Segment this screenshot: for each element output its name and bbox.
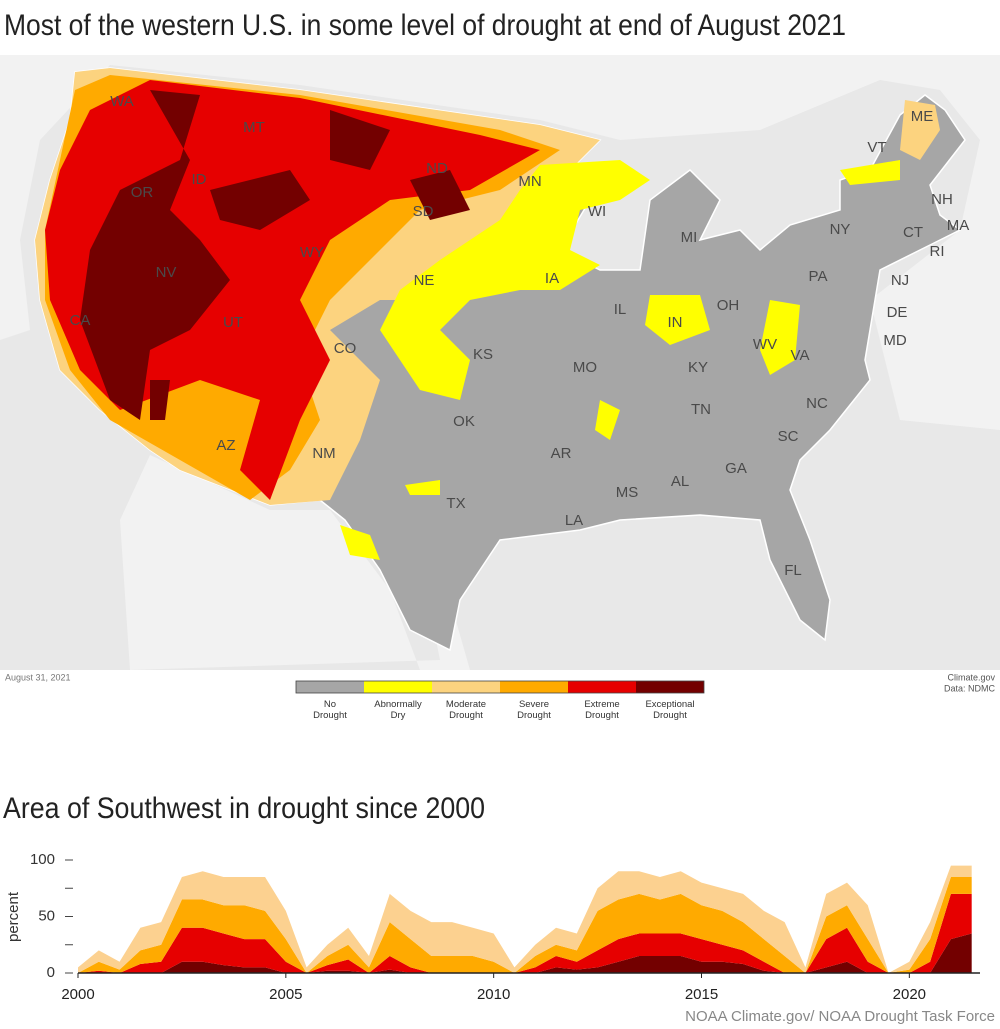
legend-label: Extreme Drought	[584, 699, 619, 721]
x-tick-label: 2015	[685, 986, 718, 1003]
state-label: IL	[614, 301, 627, 318]
chart-title: Area of Southwest in drought since 2000	[3, 792, 485, 825]
legend-swatch	[296, 681, 364, 693]
legend-frame	[295, 680, 705, 694]
state-label: OH	[717, 297, 740, 314]
state-label: WI	[588, 203, 606, 220]
x-tick-label: 2010	[477, 986, 510, 1003]
state-label: LA	[565, 512, 583, 529]
x-tick-label: 2005	[269, 986, 302, 1003]
state-label: KS	[473, 346, 493, 363]
state-label: SD	[413, 203, 434, 220]
state-label: MI	[681, 229, 698, 246]
map-legend: No Drought Abnormally Dry Moderate Drought Sev…	[295, 680, 705, 721]
map-date: August 31, 2021	[5, 672, 71, 682]
state-label: MN	[518, 173, 541, 190]
map: WA OR CA ID NV MT WY UT AZ CO NM ND SD NE KS OK TX MN IA MO…	[0, 55, 1000, 721]
state-label: MT	[243, 119, 265, 136]
state-label: MO	[573, 359, 597, 376]
state-label: IN	[668, 314, 683, 331]
state-label: IA	[545, 270, 559, 287]
state-label: NV	[156, 264, 177, 281]
state-label: VA	[791, 347, 810, 364]
area-series	[78, 893, 972, 973]
drought-moderate-ne	[900, 100, 940, 160]
state-label: MS	[616, 484, 639, 501]
state-label: RI	[930, 243, 945, 260]
state-label: VT	[867, 139, 886, 156]
state-label: AR	[551, 445, 572, 462]
state-label: OK	[453, 413, 475, 430]
legend-label: No Drought	[313, 699, 347, 721]
state-label: MD	[883, 332, 906, 349]
map-title: Most of the western U.S. in some level o…	[4, 9, 846, 42]
legend-label: Severe Drought	[517, 699, 551, 721]
legend-label: Abnormally Dry	[374, 699, 422, 721]
drought-abnormally-dry	[340, 160, 900, 560]
area-chart: 0 50 100 2000 2005 2010 2015 2020	[30, 851, 980, 1003]
state-label: AZ	[216, 437, 235, 454]
y-tick-label: 50	[38, 907, 55, 924]
mexico	[120, 455, 470, 670]
x-tick-label: 2000	[61, 986, 94, 1003]
state-label: MA	[947, 217, 970, 234]
state-label: PA	[809, 268, 828, 285]
legend-swatch	[432, 681, 500, 693]
area-series	[78, 876, 972, 973]
x-tick-label: 2020	[893, 986, 926, 1003]
drought-exceptional	[80, 90, 230, 420]
legend-swatch	[364, 681, 432, 693]
y-tick-label: 0	[47, 964, 55, 981]
state-label: CO	[334, 340, 357, 357]
state-labels: WA OR CA ID NV MT WY UT AZ CO NM ND SD NE KS OK TX MN IA MO…	[70, 93, 970, 579]
legend-swatch	[568, 681, 636, 693]
state-label: NY	[830, 221, 851, 238]
state-label: FL	[784, 562, 802, 579]
state-label: CA	[70, 312, 91, 329]
state-label: NE	[414, 272, 435, 289]
legend-label: Exceptional Drought	[645, 699, 694, 721]
legend-swatch	[500, 681, 568, 693]
legend-label: Moderate Drought	[446, 699, 486, 721]
state-label: ME	[911, 108, 934, 125]
map-credit: Data: NDMC	[944, 683, 996, 693]
source: NOAA Climate.gov/ NOAA Drought Task Forc…	[685, 1008, 995, 1025]
state-label: NM	[312, 445, 335, 462]
state-label: WV	[753, 336, 777, 353]
state-label: AL	[671, 473, 689, 490]
drought-exceptional-patch	[150, 110, 470, 420]
state-label: WA	[110, 93, 134, 110]
state-label: SC	[778, 428, 799, 445]
state-label: OR	[131, 184, 154, 201]
state-label: ND	[426, 160, 448, 177]
map-credit: Climate.gov	[947, 672, 995, 682]
y-tick-label: 100	[30, 851, 55, 868]
state-label: TX	[446, 495, 465, 512]
state-label: GA	[725, 460, 747, 477]
y-axis-label: percent	[5, 891, 22, 942]
state-label: TN	[691, 401, 711, 418]
state-label: CT	[903, 224, 923, 241]
state-label: ID	[192, 171, 207, 188]
area-series	[78, 865, 972, 973]
state-label: NH	[931, 191, 953, 208]
legend-swatch	[636, 681, 704, 693]
state-label: NC	[806, 395, 828, 412]
state-label: KY	[688, 359, 708, 376]
state-label: NJ	[891, 272, 909, 289]
state-label: WY	[300, 244, 324, 261]
canada	[0, 55, 1000, 430]
state-label: DE	[887, 304, 908, 321]
state-label: UT	[223, 314, 243, 331]
